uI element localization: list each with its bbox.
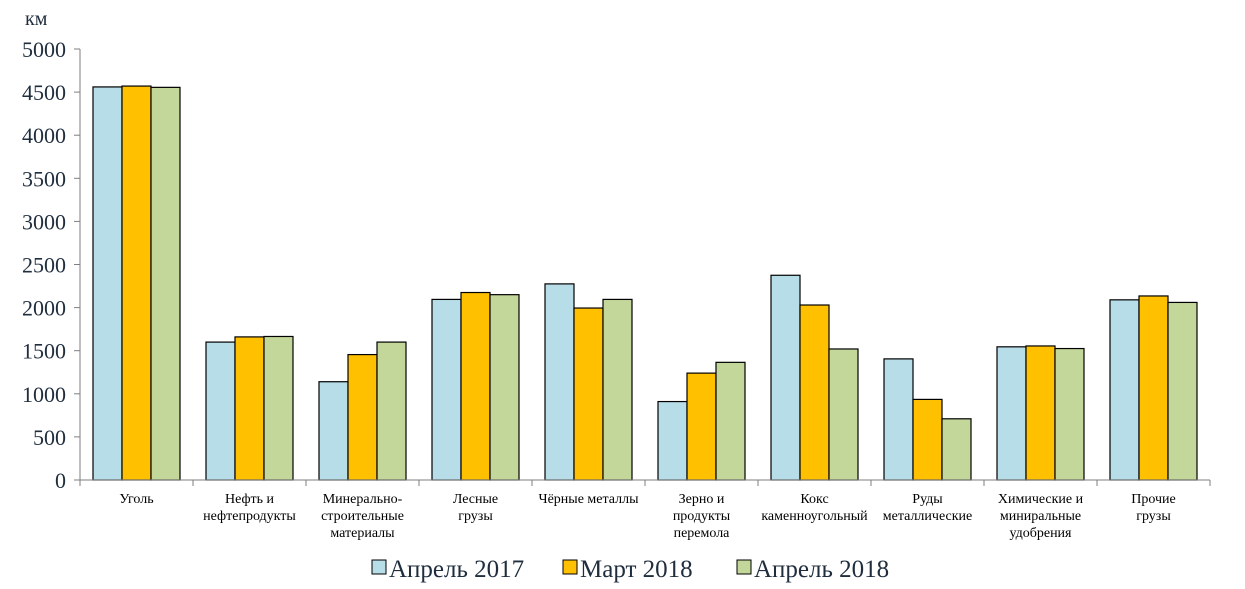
x-tick-label: Минерально-строительные материалы <box>321 492 404 541</box>
legend-swatch <box>736 559 752 575</box>
legend-swatch <box>562 559 578 575</box>
x-tick-label: Химические и миниральные удобрения <box>998 492 1084 541</box>
y-tick-label: 4000 <box>22 123 66 148</box>
y-tick-label: 500 <box>33 425 66 450</box>
y-axis-ticks: 0 500 1000 1500 2000 2500 3000 3500 4000 4500 5000 <box>22 37 80 493</box>
bar <box>1109 299 1140 481</box>
x-tick-label: Уголь <box>119 492 153 507</box>
y-tick-label: 3000 <box>22 209 66 234</box>
bar <box>234 336 265 481</box>
bar <box>205 341 236 481</box>
y-tick-label: 4500 <box>22 80 66 105</box>
legend: Апрель 2017 Март 2018 Апрель 2018 <box>371 556 889 583</box>
bar <box>883 358 914 481</box>
bar <box>573 307 604 481</box>
bar <box>376 341 407 481</box>
axes <box>79 49 1211 486</box>
y-tick-label: 2000 <box>22 296 66 321</box>
bar <box>263 335 294 481</box>
bar <box>318 381 349 481</box>
bar <box>1025 345 1056 481</box>
bar <box>1138 295 1169 481</box>
bar <box>121 85 152 481</box>
legend-label: Март 2018 <box>580 556 693 583</box>
bar <box>799 304 830 481</box>
x-tick-label: Прочие грузы <box>1131 492 1176 524</box>
bar <box>996 346 1027 481</box>
bars <box>92 85 1198 481</box>
bar <box>544 283 575 481</box>
bar <box>828 348 859 481</box>
bar <box>686 372 717 481</box>
y-tick-label: 0 <box>55 468 66 493</box>
legend-label: Апрель 2018 <box>754 556 889 583</box>
x-tick-label: Нефть и нефтепродукты <box>203 492 296 524</box>
bar <box>941 418 972 481</box>
bar <box>657 400 688 481</box>
y-axis-label: км <box>25 8 48 30</box>
bar <box>347 353 378 481</box>
x-axis-ticks: Уголь Нефть и нефтепродукты Минерально-стро… <box>119 492 1175 541</box>
x-tick-label: Кокс каменноугольный <box>761 492 868 524</box>
bar <box>770 274 801 481</box>
legend-swatch <box>371 559 387 575</box>
x-tick-label: Зерно и продукты перемола <box>673 492 731 541</box>
legend-label: Апрель 2017 <box>389 556 524 583</box>
x-tick-label: Чёрные металлы <box>538 492 639 507</box>
bar <box>150 86 181 481</box>
bar <box>1054 347 1085 481</box>
x-tick-label: Руды металлические <box>883 492 973 524</box>
bar <box>489 294 520 481</box>
bar <box>602 298 633 481</box>
y-tick-label: 2500 <box>22 253 66 278</box>
x-tick-label: Лесные грузы <box>453 492 498 524</box>
y-tick-label: 3500 <box>22 166 66 191</box>
bar <box>1167 301 1198 481</box>
bar <box>912 398 943 481</box>
bar <box>460 291 491 481</box>
y-tick-label: 5000 <box>22 37 66 62</box>
bar <box>715 361 746 481</box>
y-tick-label: 1000 <box>22 382 66 407</box>
y-tick-label: 1500 <box>22 339 66 364</box>
bar <box>92 86 123 481</box>
bar <box>431 298 462 481</box>
